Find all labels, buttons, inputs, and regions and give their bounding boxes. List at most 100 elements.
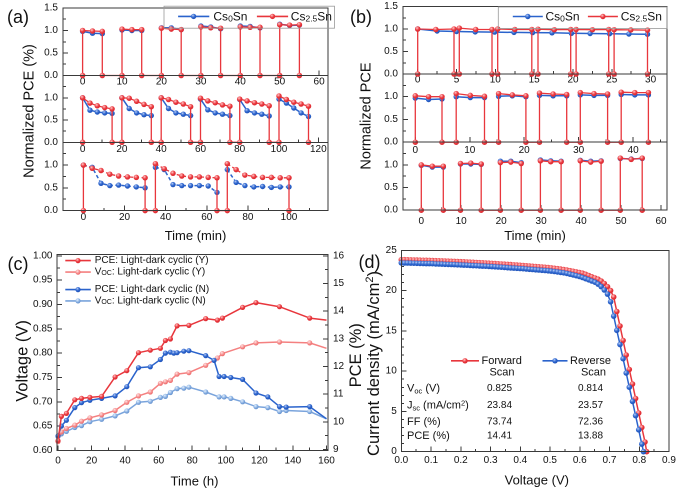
- svg-text:Normalized PCE: Normalized PCE: [359, 62, 375, 169]
- svg-text:40: 40: [235, 77, 247, 88]
- svg-text:73.74: 73.74: [487, 417, 512, 428]
- svg-text:0.0: 0.0: [44, 205, 58, 216]
- svg-text:20: 20: [386, 285, 398, 296]
- svg-text:0.5: 0.5: [384, 114, 398, 125]
- svg-text:PCE (%): PCE (%): [407, 430, 450, 442]
- svg-text:Cs2.5Sn: Cs2.5Sn: [291, 9, 332, 23]
- svg-text:0: 0: [391, 446, 397, 457]
- svg-text:50: 50: [274, 77, 286, 88]
- svg-text:Voltage (V): Voltage (V): [505, 473, 569, 488]
- svg-text:100: 100: [217, 456, 234, 467]
- svg-text:0.0: 0.0: [44, 137, 58, 148]
- svg-text:13: 13: [333, 333, 345, 344]
- svg-text:0.0: 0.0: [384, 69, 398, 80]
- svg-text:Current density (mA/cm2): Current density (mA/cm2): [364, 271, 383, 456]
- svg-text:5: 5: [391, 406, 397, 417]
- svg-text:72.36: 72.36: [578, 417, 603, 428]
- svg-text:40: 40: [576, 216, 588, 227]
- svg-text:VOC: Light-dark cyclic (N): VOC: Light-dark cyclic (N): [95, 295, 206, 306]
- svg-text:20: 20: [86, 456, 98, 467]
- svg-text:15: 15: [333, 278, 345, 289]
- svg-text:0.90: 0.90: [33, 299, 53, 310]
- svg-text:0.6: 0.6: [573, 455, 587, 466]
- svg-text:0.65: 0.65: [33, 421, 53, 432]
- svg-text:0.60: 0.60: [33, 445, 53, 456]
- svg-text:14.41: 14.41: [487, 431, 512, 442]
- svg-text:140: 140: [285, 456, 302, 467]
- svg-text:20: 20: [116, 144, 128, 155]
- svg-text:0.75: 0.75: [33, 372, 53, 383]
- svg-text:10: 10: [456, 216, 468, 227]
- svg-text:0.85: 0.85: [33, 323, 53, 334]
- svg-text:60: 60: [655, 216, 667, 227]
- svg-text:120: 120: [251, 456, 268, 467]
- svg-text:Voc (V): Voc (V): [407, 382, 440, 395]
- svg-text:30: 30: [645, 75, 657, 86]
- svg-text:0.70: 0.70: [33, 396, 53, 407]
- svg-text:Reverse: Reverse: [570, 355, 611, 367]
- svg-text:1.0: 1.0: [44, 92, 58, 103]
- svg-text:0.1: 0.1: [424, 455, 438, 466]
- svg-text:1.5: 1.5: [384, 1, 398, 12]
- svg-text:23.84: 23.84: [487, 400, 512, 411]
- svg-text:0.95: 0.95: [33, 275, 53, 286]
- svg-text:Forward: Forward: [482, 355, 522, 367]
- svg-text:40: 40: [156, 144, 168, 155]
- svg-text:0.8: 0.8: [632, 455, 646, 466]
- svg-text:15: 15: [386, 325, 398, 336]
- svg-text:0.814: 0.814: [578, 383, 603, 394]
- svg-text:1.0: 1.0: [384, 159, 398, 170]
- svg-text:25: 25: [606, 75, 618, 86]
- svg-text:80: 80: [242, 212, 254, 223]
- svg-text:160: 160: [318, 456, 335, 467]
- svg-text:40: 40: [160, 212, 172, 223]
- svg-text:1.0: 1.0: [384, 24, 398, 35]
- svg-text:0.80: 0.80: [33, 348, 53, 359]
- svg-text:10: 10: [386, 366, 398, 377]
- svg-text:13.88: 13.88: [578, 431, 603, 442]
- svg-text:Cs0Sn: Cs0Sn: [546, 10, 580, 24]
- svg-text:Time (min): Time (min): [504, 228, 566, 243]
- svg-text:Scan: Scan: [581, 366, 606, 378]
- svg-text:60: 60: [201, 212, 213, 223]
- svg-text:10: 10: [464, 145, 476, 156]
- svg-text:0.0: 0.0: [394, 455, 408, 466]
- svg-text:10: 10: [116, 77, 128, 88]
- svg-text:0: 0: [80, 144, 86, 155]
- svg-text:0.5: 0.5: [44, 48, 58, 59]
- svg-text:0.2: 0.2: [454, 455, 468, 466]
- svg-text:80: 80: [234, 144, 246, 155]
- svg-text:0: 0: [55, 456, 61, 467]
- svg-text:9: 9: [333, 444, 339, 455]
- svg-text:20: 20: [567, 75, 579, 86]
- svg-text:10: 10: [490, 75, 502, 86]
- svg-text:5: 5: [454, 75, 460, 86]
- svg-text:0.825: 0.825: [487, 383, 512, 394]
- svg-text:100: 100: [281, 212, 298, 223]
- svg-text:50: 50: [615, 216, 627, 227]
- svg-text:0.5: 0.5: [543, 455, 557, 466]
- svg-text:25: 25: [386, 245, 398, 256]
- svg-text:20: 20: [119, 212, 131, 223]
- svg-text:0.0: 0.0: [44, 70, 58, 81]
- svg-text:12: 12: [333, 361, 345, 372]
- svg-text:1.5: 1.5: [44, 3, 58, 14]
- svg-text:0.0: 0.0: [384, 205, 398, 216]
- svg-text:60: 60: [153, 456, 165, 467]
- svg-text:1.00: 1.00: [33, 250, 53, 261]
- svg-text:0: 0: [415, 75, 421, 86]
- svg-text:60: 60: [314, 77, 326, 88]
- svg-text:VOC: Light-dark cyclic (Y): VOC: Light-dark cyclic (Y): [95, 267, 206, 278]
- svg-text:30: 30: [195, 77, 207, 88]
- svg-text:0.5: 0.5: [44, 182, 58, 193]
- svg-text:Normalized PCE (%): Normalized PCE (%): [22, 44, 38, 178]
- svg-text:0.5: 0.5: [384, 182, 398, 193]
- svg-text:20: 20: [519, 145, 531, 156]
- svg-text:1.0: 1.0: [384, 91, 398, 102]
- svg-text:Jsc (mA/cm2): Jsc (mA/cm2): [407, 398, 469, 412]
- svg-text:30: 30: [573, 145, 585, 156]
- svg-text:Time (h): Time (h): [171, 473, 219, 488]
- svg-text:0.4: 0.4: [513, 455, 527, 466]
- svg-text:10: 10: [333, 416, 345, 427]
- svg-text:40: 40: [120, 456, 132, 467]
